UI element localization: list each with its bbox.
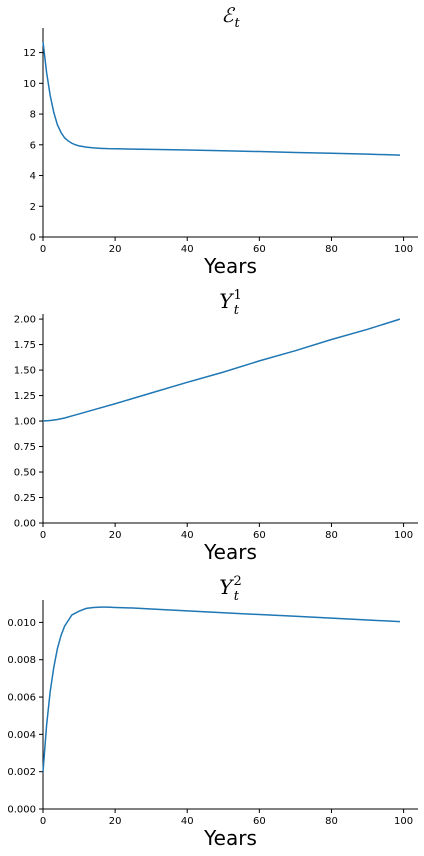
y-tick-label: 12: [23, 48, 36, 59]
chart-title: ℰt: [221, 3, 240, 31]
x-tick-label: 60: [253, 530, 266, 541]
y-tick-label: 2: [30, 202, 36, 213]
x-tick-label: 0: [40, 816, 46, 827]
y-tick-label: 0.002: [7, 767, 36, 778]
y-tick-label: 0.00: [14, 519, 36, 530]
chart-title: Y2 t: [219, 574, 241, 604]
x-tick-label: 20: [109, 816, 122, 827]
title-subscript: t: [234, 303, 240, 318]
series-line: [42, 606, 401, 772]
series-line: [42, 41, 400, 156]
x-tick-label: 60: [253, 244, 266, 255]
y-tick-label: 1.75: [14, 340, 36, 351]
x-tick-label: 0: [40, 530, 46, 541]
y-tick-label: 0.75: [14, 442, 36, 453]
x-axis-label: Years: [203, 826, 257, 850]
title-superscript: 1: [233, 288, 241, 303]
x-axis-label: Years: [203, 540, 257, 564]
x-tick-label: 100: [394, 244, 413, 255]
x-tick-label: 80: [325, 816, 338, 827]
x-tick-label: 20: [109, 244, 122, 255]
x-tick-label: 100: [394, 530, 413, 541]
y-tick-label: 4: [30, 171, 36, 182]
chart-3: 0 20 40 60 80 100 0.000 0.002 0.004 0.006 0.008 0.0…: [7, 574, 418, 850]
title-main: ℰ: [221, 3, 235, 27]
y-tick-label: 1.50: [14, 366, 36, 377]
series-line: [42, 318, 401, 422]
chart-title: Y1 t: [219, 288, 241, 318]
title-subscript: t: [234, 589, 240, 604]
title-main: Y: [219, 575, 234, 599]
title-main: Y: [219, 289, 234, 313]
y-tick-label: 1.25: [14, 391, 36, 402]
y-tick-label: 2.00: [14, 315, 36, 326]
y-tick-label: 0.50: [14, 468, 36, 479]
x-tick-label: 0: [40, 244, 46, 255]
y-tick-label: 0: [30, 233, 36, 244]
y-tick-label: 0.000: [7, 805, 36, 816]
x-tick-label: 100: [394, 816, 413, 827]
chart-1: 0 20 40 60 80 100 0 2 4 6 8 10 12 Years ℰt: [23, 3, 418, 278]
x-tick-label: 40: [181, 530, 194, 541]
y-tick-label: 0.010: [7, 618, 36, 629]
y-tick-label: 6: [30, 140, 36, 151]
y-tick-label: 0.25: [14, 493, 36, 504]
x-tick-label: 80: [325, 244, 338, 255]
y-tick-label: 1.00: [14, 417, 36, 428]
y-tick-label: 0.006: [7, 693, 36, 704]
x-tick-label: 60: [253, 816, 266, 827]
y-tick-label: 10: [23, 79, 36, 90]
x-tick-label: 20: [109, 530, 122, 541]
title-superscript: 2: [233, 574, 241, 589]
title-subscript: t: [234, 16, 240, 31]
y-tick-label: 0.004: [7, 730, 36, 741]
x-tick-label: 40: [181, 244, 194, 255]
x-tick-label: 40: [181, 816, 194, 827]
y-tick-label: 8: [30, 110, 36, 121]
x-tick-label: 80: [325, 530, 338, 541]
chart-2: 0 20 40 60 80 100 0.00 0.25 0.50 0.75 1.00 1.25 1.50…: [14, 288, 418, 564]
x-axis-label: Years: [203, 254, 257, 278]
y-tick-label: 0.008: [7, 655, 36, 666]
